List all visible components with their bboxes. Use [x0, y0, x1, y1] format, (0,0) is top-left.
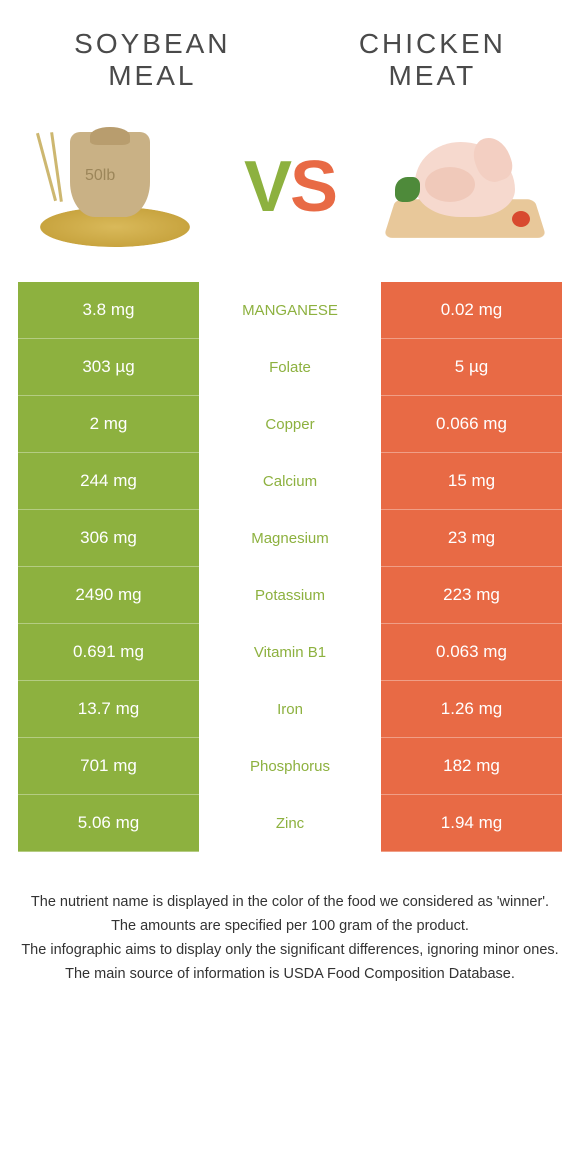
nutrient-value-left: 2 mg	[18, 396, 199, 453]
nutrient-value-right: 15 mg	[381, 453, 562, 510]
nutrient-value-right: 5 µg	[381, 339, 562, 396]
vs-v-letter: V	[244, 147, 290, 227]
nutrient-value-right: 0.02 mg	[381, 282, 562, 339]
nutrient-value-left: 13.7 mg	[18, 681, 199, 738]
table-row: 5.06 mgZinc1.94 mg	[18, 795, 562, 852]
left-food-title: SOYBEAN MEAL	[74, 28, 230, 92]
header: SOYBEAN MEAL CHICKEN MEAT	[0, 0, 580, 102]
table-row: 0.691 mgVitamin B10.063 mg	[18, 624, 562, 681]
nutrient-value-right: 1.94 mg	[381, 795, 562, 852]
vs-label: VS	[244, 146, 336, 228]
table-row: 306 mgMagnesium23 mg	[18, 510, 562, 567]
table-row: 303 µgFolate5 µg	[18, 339, 562, 396]
nutrient-value-right: 0.066 mg	[381, 396, 562, 453]
footer-line-1: The nutrient name is displayed in the co…	[18, 892, 562, 914]
nutrient-value-left: 306 mg	[18, 510, 199, 567]
footer-notes: The nutrient name is displayed in the co…	[18, 892, 562, 985]
right-food-title: CHICKEN MEAT	[359, 28, 506, 92]
nutrient-value-left: 0.691 mg	[18, 624, 199, 681]
footer-line-2: The amounts are specified per 100 gram o…	[18, 916, 562, 938]
nutrient-value-right: 182 mg	[381, 738, 562, 795]
nutrient-value-left: 2490 mg	[18, 567, 199, 624]
nutrient-value-left: 5.06 mg	[18, 795, 199, 852]
vs-row: 50lb VS	[0, 102, 580, 282]
nutrient-value-right: 223 mg	[381, 567, 562, 624]
nutrient-value-left: 701 mg	[18, 738, 199, 795]
soybean-meal-illustration: 50lb	[30, 122, 200, 252]
table-row: 701 mgPhosphorus182 mg	[18, 738, 562, 795]
nutrient-label: Potassium	[199, 567, 381, 624]
nutrient-label: Calcium	[199, 453, 381, 510]
nutrient-value-right: 0.063 mg	[381, 624, 562, 681]
nutrient-label: Iron	[199, 681, 381, 738]
nutrient-label: Folate	[199, 339, 381, 396]
table-row: 13.7 mgIron1.26 mg	[18, 681, 562, 738]
table-row: 244 mgCalcium15 mg	[18, 453, 562, 510]
nutrient-value-left: 303 µg	[18, 339, 199, 396]
nutrient-value-right: 23 mg	[381, 510, 562, 567]
nutrient-value-left: 3.8 mg	[18, 282, 199, 339]
footer-line-4: The main source of information is USDA F…	[18, 964, 562, 986]
table-row: 3.8 mgMANGANESE0.02 mg	[18, 282, 562, 339]
vs-s-letter: S	[290, 147, 336, 227]
table-row: 2490 mgPotassium223 mg	[18, 567, 562, 624]
nutrient-label: MANGANESE	[199, 282, 381, 339]
nutrient-label: Phosphorus	[199, 738, 381, 795]
nutrient-label: Magnesium	[199, 510, 381, 567]
nutrient-value-left: 244 mg	[18, 453, 199, 510]
table-row: 2 mgCopper0.066 mg	[18, 396, 562, 453]
sack-label: 50lb	[85, 167, 115, 185]
chicken-meat-illustration	[380, 122, 550, 252]
nutrient-label: Vitamin B1	[199, 624, 381, 681]
nutrient-value-right: 1.26 mg	[381, 681, 562, 738]
nutrient-table: 3.8 mgMANGANESE0.02 mg303 µgFolate5 µg2 …	[18, 282, 562, 852]
footer-line-3: The infographic aims to display only the…	[18, 940, 562, 962]
nutrient-label: Copper	[199, 396, 381, 453]
nutrient-label: Zinc	[199, 795, 381, 852]
